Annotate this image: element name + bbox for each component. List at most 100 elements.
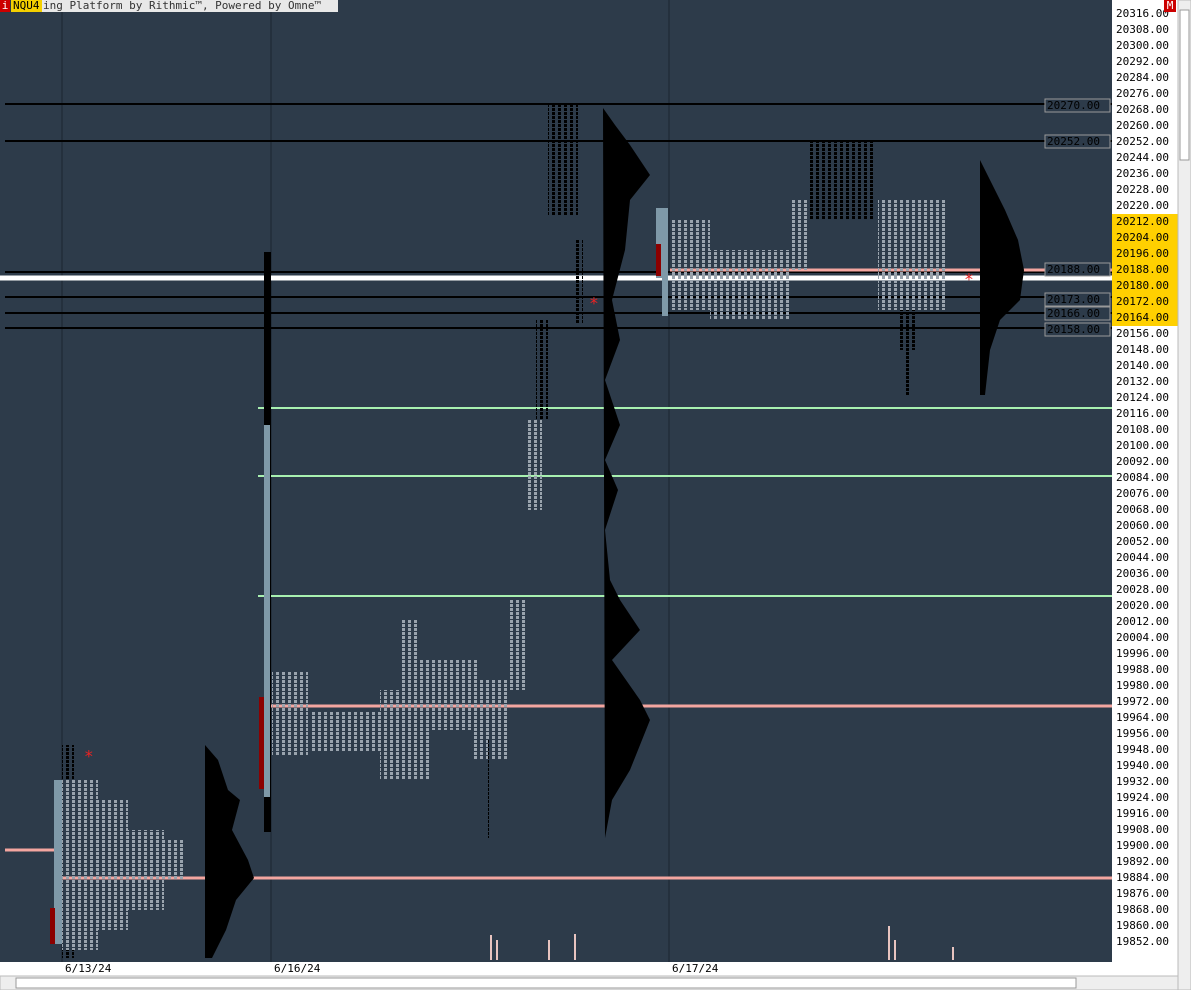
level-box: [1044, 322, 1111, 337]
volume-bars: [490, 926, 954, 960]
level-label: 20270.00: [1047, 99, 1100, 112]
level-label: 20173.00: [1047, 293, 1100, 306]
price-label: 20092.00: [1116, 455, 1169, 468]
vertical-scrollbar[interactable]: [1177, 0, 1191, 990]
price-label: 20116.00: [1116, 407, 1169, 420]
level-box: [1044, 134, 1111, 149]
badge-text: i: [2, 0, 9, 12]
symbol-box: [11, 0, 42, 12]
price-label: 20004.00: [1116, 631, 1169, 644]
price-label: 20036.00: [1116, 567, 1169, 580]
price-label: 20020.00: [1116, 599, 1169, 612]
title-box: [42, 0, 338, 12]
marker: *: [964, 270, 974, 289]
level-label: 20158.00: [1047, 323, 1100, 336]
value-area-highlight: [1112, 294, 1178, 310]
price-label: 19988.00: [1116, 663, 1169, 676]
price-label: 20316.00: [1116, 7, 1169, 20]
price-label: 19964.00: [1116, 711, 1169, 724]
price-label: 20188.00: [1116, 263, 1169, 276]
symbol: NQU4: [13, 0, 40, 12]
level-label: 20166.00: [1047, 307, 1100, 320]
price-label: 20132.00: [1116, 375, 1169, 388]
price-label: 20228.00: [1116, 183, 1169, 196]
price-label: 19924.00: [1116, 791, 1169, 804]
date-labels: 6/13/24 6/16/24 6/17/24: [65, 962, 719, 975]
price-label: 20220.00: [1116, 199, 1169, 212]
price-label: 19940.00: [1116, 759, 1169, 772]
scroll-thumb[interactable]: [15, 977, 1077, 989]
price-label: 20076.00: [1116, 487, 1169, 500]
price-label: 19892.00: [1116, 855, 1169, 868]
level-box: [1044, 262, 1111, 277]
price-label: 20196.00: [1116, 247, 1169, 260]
scroll-thumb[interactable]: [1179, 9, 1190, 161]
price-label: 19948.00: [1116, 743, 1169, 756]
price-label: 20108.00: [1116, 423, 1169, 436]
price-label: 19972.00: [1116, 695, 1169, 708]
price-label: 19868.00: [1116, 903, 1169, 916]
price-label: 20084.00: [1116, 471, 1169, 484]
price-label: 20044.00: [1116, 551, 1169, 564]
price-label: 20060.00: [1116, 519, 1169, 532]
tpo-profiles: * * *: [50, 105, 974, 958]
level-box: [1044, 306, 1111, 321]
marker: *: [589, 294, 599, 313]
price-label: 19876.00: [1116, 887, 1169, 900]
price-axis: [1112, 0, 1178, 962]
price-axis-labels: 20316.00 20308.00 20300.00 20292.00 20284.00…: [1112, 7, 1178, 948]
price-label: 20260.00: [1116, 119, 1169, 132]
value-area-highlight: [1112, 246, 1178, 262]
badge[interactable]: [1164, 0, 1176, 12]
marker: *: [84, 747, 94, 766]
badge-text: M: [1167, 0, 1174, 12]
price-label: 20068.00: [1116, 503, 1169, 516]
date-label: 6/17/24: [672, 962, 719, 975]
date-axis: [0, 962, 1178, 976]
title: ing Platform by Rithmic™, Powered by Omn…: [43, 0, 321, 12]
value-area-highlight: [1112, 262, 1178, 278]
price-label: 20292.00: [1116, 55, 1169, 68]
price-label: 20308.00: [1116, 23, 1169, 36]
price-label: 19932.00: [1116, 775, 1169, 788]
price-label: 19916.00: [1116, 807, 1169, 820]
price-label: 20052.00: [1116, 535, 1169, 548]
date-label: 6/13/24: [65, 962, 112, 975]
price-label: 19900.00: [1116, 839, 1169, 852]
price-label: 20236.00: [1116, 167, 1169, 180]
price-label: 20284.00: [1116, 71, 1169, 84]
price-label: 20300.00: [1116, 39, 1169, 52]
price-label: 20124.00: [1116, 391, 1169, 404]
level-label: 20252.00: [1047, 135, 1100, 148]
value-area-highlight: [1112, 310, 1178, 326]
price-label: 19996.00: [1116, 647, 1169, 660]
volume-profiles: [205, 108, 1024, 958]
price-label: 20244.00: [1116, 151, 1169, 164]
price-label: 20212.00: [1116, 215, 1169, 228]
level-box: [1044, 292, 1111, 307]
price-label: 19860.00: [1116, 919, 1169, 932]
value-area-highlight: [1112, 214, 1178, 230]
price-label: 20156.00: [1116, 327, 1169, 340]
price-label: 20100.00: [1116, 439, 1169, 452]
value-area-highlight: [1112, 278, 1178, 294]
price-label: 20028.00: [1116, 583, 1169, 596]
price-label: 20164.00: [1116, 311, 1169, 324]
level-labels: 20270.00 20252.00 20188.00 20173.0020166.00…: [1044, 98, 1111, 337]
level-box: [1044, 98, 1111, 113]
price-label: 20180.00: [1116, 279, 1169, 292]
price-label: 20276.00: [1116, 87, 1169, 100]
level-label: 20188.00: [1047, 263, 1100, 276]
date-label: 6/16/24: [274, 962, 321, 975]
price-label: 19884.00: [1116, 871, 1169, 884]
price-label: 20204.00: [1116, 231, 1169, 244]
badge[interactable]: [0, 0, 10, 12]
price-label: 19956.00: [1116, 727, 1169, 740]
price-label: 20140.00: [1116, 359, 1169, 372]
price-label: 20268.00: [1116, 103, 1169, 116]
price-label: 19908.00: [1116, 823, 1169, 836]
price-label: 19980.00: [1116, 679, 1169, 692]
price-label: 20172.00: [1116, 295, 1169, 308]
price-label: 20012.00: [1116, 615, 1169, 628]
